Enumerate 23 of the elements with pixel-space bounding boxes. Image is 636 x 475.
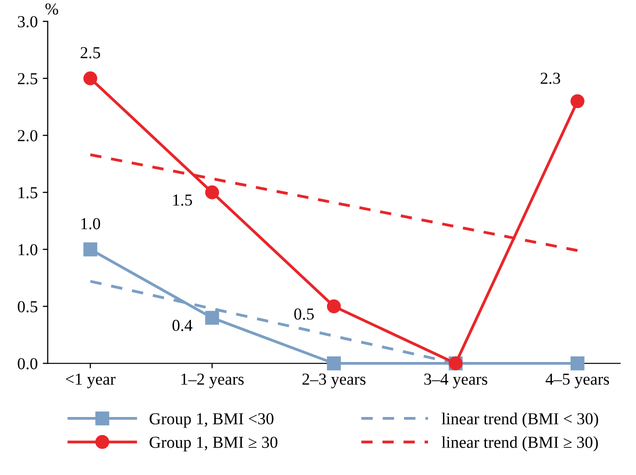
legend-label: linear trend (BMI ≥ 30) [442,436,598,452]
y-tick-label: 3.0 [18,16,38,28]
legend-label: Group 1, BMI ≥ 30 [150,436,278,452]
data-label: 0.5 [294,308,314,320]
x-tick-label: 2–3 years [302,374,366,388]
x-tick-label: <1 year [66,374,116,388]
x-tick-label: 3–4 years [424,374,488,388]
y-tick-label: 1.0 [18,244,38,256]
y-tick-label: 0.5 [18,301,38,312]
legend-label: Group 1, BMI <30 [150,413,274,428]
data-label: 2.5 [80,47,100,58]
data-label: 1.0 [81,218,100,230]
x-tick-label: 4–5 years [546,374,610,388]
y-tick-label: 2.5 [18,73,38,84]
data-label: 0.4 [172,320,192,332]
data-label: 1.5 [173,194,192,206]
data-label: 2.3 [540,72,560,84]
y-axis-title: % [45,3,58,15]
y-tick-label: 1.5 [18,187,38,198]
y-tick-label: 2.0 [18,130,38,142]
y-tick-label: 0.0 [18,358,38,370]
legend-label: linear trend (BMI < 30) [442,412,598,428]
x-tick-label: 1–2 years [181,374,244,388]
